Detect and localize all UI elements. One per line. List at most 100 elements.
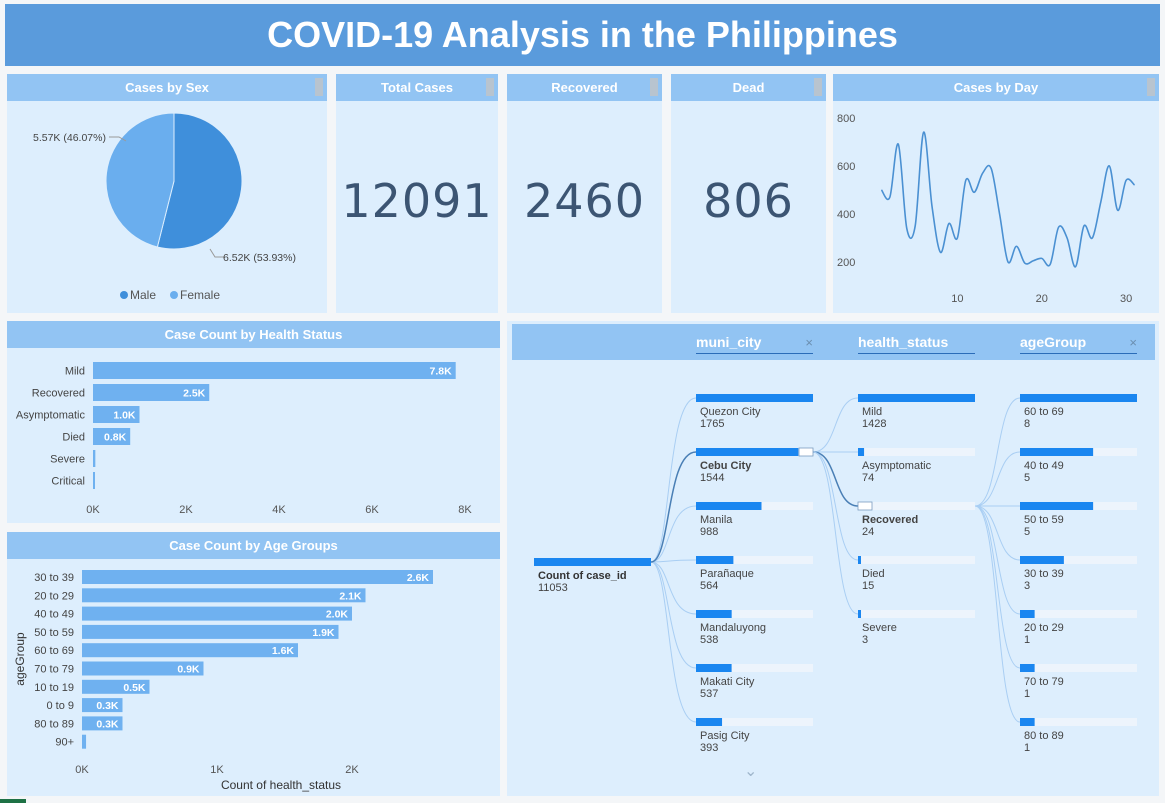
tree-node-age-bar[interactable] [1020,502,1094,510]
tree-node-age-label[interactable]: 20 to 29 [1024,622,1064,634]
tree-node-age-label[interactable]: 80 to 89 [1024,730,1064,742]
bar[interactable] [93,406,140,423]
tree-node-health-label[interactable]: Asymptomatic [862,460,932,472]
tree-node-age-label[interactable]: 40 to 49 [1024,460,1064,472]
tree-node-city-bar[interactable] [696,394,813,402]
bar[interactable] [93,428,131,445]
tree-node-health-bar[interactable] [858,610,861,618]
bar[interactable] [82,734,87,749]
tree-node-health-bar[interactable] [858,448,865,456]
tree-header-age[interactable]: ageGroup × [1020,334,1137,354]
bar[interactable] [93,362,456,379]
bar[interactable] [82,643,298,658]
page-title: COVID-19 Analysis in the Philippines [5,4,1160,66]
bar[interactable] [93,472,95,489]
tree-node-city-bar[interactable] [696,448,799,456]
bar[interactable] [82,661,204,676]
tree-node-age-value: 3 [1024,580,1030,592]
tree-node-age-label[interactable]: 50 to 59 [1024,514,1064,526]
tree-node-city-bar[interactable] [696,610,732,618]
bar[interactable] [93,450,96,467]
tree-connector-selected [650,451,697,563]
tree-node-city-bar[interactable] [696,718,723,726]
sheet-tab[interactable] [0,799,26,803]
tree-node-city-label[interactable]: Quezon City [700,406,761,418]
tree-node-health-bar[interactable] [858,556,861,564]
health-bar-chart: Mild 7.8K Recovered 2.5K Asymptomatic 1.0K Die… [16,362,472,516]
tree-node-age-value: 8 [1024,418,1030,430]
tree-node-city-label[interactable]: Cebu City [700,460,752,472]
bar[interactable] [93,384,210,401]
category-label: 10 to 19 [34,682,74,694]
tree-node-age-bar[interactable] [1020,448,1094,456]
tree-node-health-bar[interactable] [858,394,975,402]
pie-slice-female[interactable] [105,112,175,248]
tree-node-city-bar[interactable] [696,556,734,564]
tree-node-city-label[interactable]: Manila [700,514,733,526]
day-panel-header: Cases by Day [833,74,1159,101]
series-line[interactable] [880,131,1136,268]
tree-node-age-label[interactable]: 60 to 69 [1024,406,1064,418]
tree-node-age-bar[interactable] [1020,664,1035,672]
sex-panel-header: Cases by Sex [7,74,327,101]
pie-slice-male[interactable] [156,112,243,250]
expand-chevron-icon[interactable]: ⌄ [744,761,758,780]
bar[interactable] [82,698,123,713]
tree-node-health-track [858,502,975,510]
tree-node-age-bar[interactable] [1020,394,1137,402]
scroll-handle[interactable] [1147,78,1155,96]
tree-node-health-label[interactable]: Died [862,568,885,580]
tree-connector [650,561,697,723]
line-chart: 200 400 600 800 10 20 30 [837,113,1136,305]
tree-connector [650,397,697,563]
legend-label-female[interactable]: Female [180,288,220,302]
bar[interactable] [82,588,366,603]
legend-label-male[interactable]: Male [130,288,156,302]
tree-node-age-bar[interactable] [1020,610,1035,618]
tree-connector [974,505,1021,723]
scroll-handle[interactable] [486,78,494,96]
tree-header-muni[interactable]: muni_city × [696,334,813,354]
tree-node-city-label[interactable]: Makati City [700,676,755,688]
tree-node-age-bar[interactable] [1020,556,1064,564]
tree-node-health-label[interactable]: Severe [862,622,897,634]
x-tick-label: 4K [272,504,286,516]
kpi-dead-title: Dead [732,80,765,95]
data-label: 0.3K [96,700,119,712]
tree-connector [812,397,859,453]
tree-node-health-value: 24 [862,526,874,538]
tree-node-city-label[interactable]: Parañaque [700,568,754,580]
category-label: 0 to 9 [46,700,74,712]
bar[interactable] [82,716,123,731]
tree-node-city-label[interactable]: Mandaluyong [700,622,766,634]
tree-node-age-label[interactable]: 70 to 79 [1024,676,1064,688]
tree-header-health[interactable]: health_status [858,334,975,354]
bar[interactable] [82,679,150,694]
category-label: 90+ [55,737,74,749]
bar[interactable] [82,570,433,584]
scroll-handle[interactable] [315,78,323,96]
age-panel-header: Case Count by Age Groups [7,532,500,559]
pie-label-female: 5.57K (46.07%) [33,132,106,144]
kpi-dead-value: 806 [703,174,794,228]
remove-level-icon[interactable]: × [805,335,813,350]
tree-node-age-bar[interactable] [1020,718,1035,726]
tree-node-city-bar[interactable] [696,664,732,672]
tree-node-age-label[interactable]: 30 to 39 [1024,568,1064,580]
tree-node-age-value: 1 [1024,688,1030,700]
tree-node-health-selected-marker [857,501,873,511]
bar[interactable] [82,606,352,621]
remove-level-icon[interactable]: × [1129,335,1137,350]
tree-header-muni-label: muni_city [696,334,762,350]
scroll-handle[interactable] [814,78,822,96]
tree-node-health-label[interactable]: Recovered [862,514,918,526]
x-axis-title: Count of health_status [221,778,341,792]
tree-node-health-label[interactable]: Mild [862,406,882,418]
tree-root-bar[interactable] [534,558,651,566]
bar[interactable] [82,624,339,639]
tree-connector [812,451,859,561]
scroll-handle[interactable] [650,78,658,96]
tree-node-city-bar[interactable] [696,502,762,510]
kpi-recovered-header: Recovered [507,74,662,101]
tree-node-city-label[interactable]: Pasig City [700,730,750,742]
